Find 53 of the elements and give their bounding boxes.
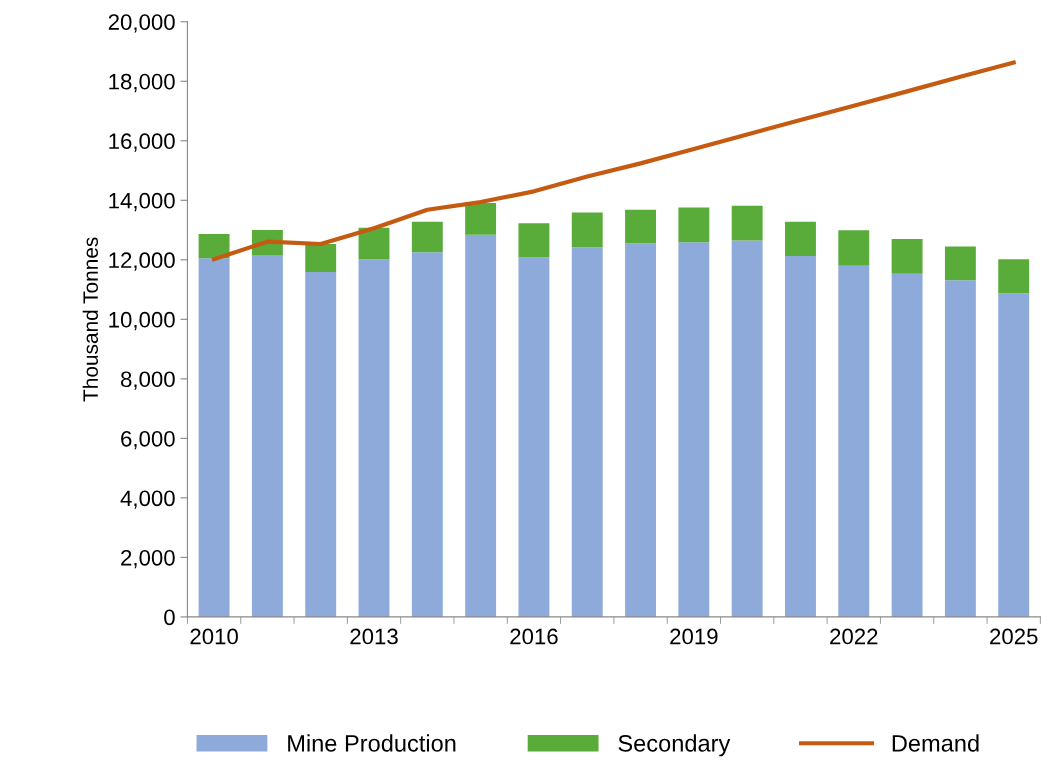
bar (571, 212, 603, 248)
y-tick-label: 0 (164, 609, 175, 626)
bar (198, 258, 230, 617)
bar (678, 242, 710, 617)
bar (944, 246, 976, 281)
bar (944, 280, 976, 617)
legend-label: Demand (892, 734, 979, 752)
bar (731, 240, 763, 617)
bar (411, 252, 443, 617)
bar (838, 265, 870, 617)
bar (785, 221, 816, 256)
y-tick-label: 16,000 (109, 133, 175, 152)
bar (518, 223, 550, 258)
bar (998, 259, 1030, 294)
x-tick-label: 2019 (670, 628, 718, 645)
bar (731, 205, 763, 241)
y-tick-label: 18,000 (109, 73, 175, 93)
y-tick-label: 10,000 (109, 311, 175, 331)
bar (358, 259, 390, 617)
bar (465, 234, 497, 617)
bar (998, 293, 1030, 617)
bar (678, 207, 710, 243)
x-tick-label: 2016 (510, 628, 558, 645)
x-tick-label: 2022 (830, 628, 878, 645)
bar (785, 255, 816, 617)
y-tick-label: 6,000 (121, 430, 175, 450)
bar (358, 227, 390, 260)
y-tick-label: 12,000 (109, 252, 175, 271)
x-tick-label: 2010 (190, 628, 238, 645)
bar (305, 244, 337, 273)
bar (891, 238, 923, 274)
x-tick-label: 2025 (990, 628, 1038, 645)
bar (571, 247, 603, 617)
bar (411, 221, 443, 253)
bar (625, 243, 657, 617)
bar (625, 209, 657, 244)
y-axis-title: Thousand Tonnes (82, 237, 98, 402)
y-tick-label: 8,000 (120, 371, 175, 390)
legend-label: Secondary (618, 734, 731, 757)
y-tick-label: 14,000 (109, 192, 175, 212)
bar (198, 233, 230, 259)
y-tick-label: 4,000 (120, 490, 175, 509)
bar (251, 255, 283, 617)
y-tick-label: 20,000 (108, 14, 175, 33)
bar (518, 257, 550, 617)
legend-label: Mine Production (288, 734, 456, 752)
bar (305, 272, 337, 617)
bar (838, 230, 870, 266)
bar (891, 273, 923, 617)
x-tick-label: 2013 (350, 628, 398, 645)
line-series (212, 60, 1016, 262)
bar (465, 202, 497, 235)
y-tick-label: 2,000 (121, 549, 175, 569)
